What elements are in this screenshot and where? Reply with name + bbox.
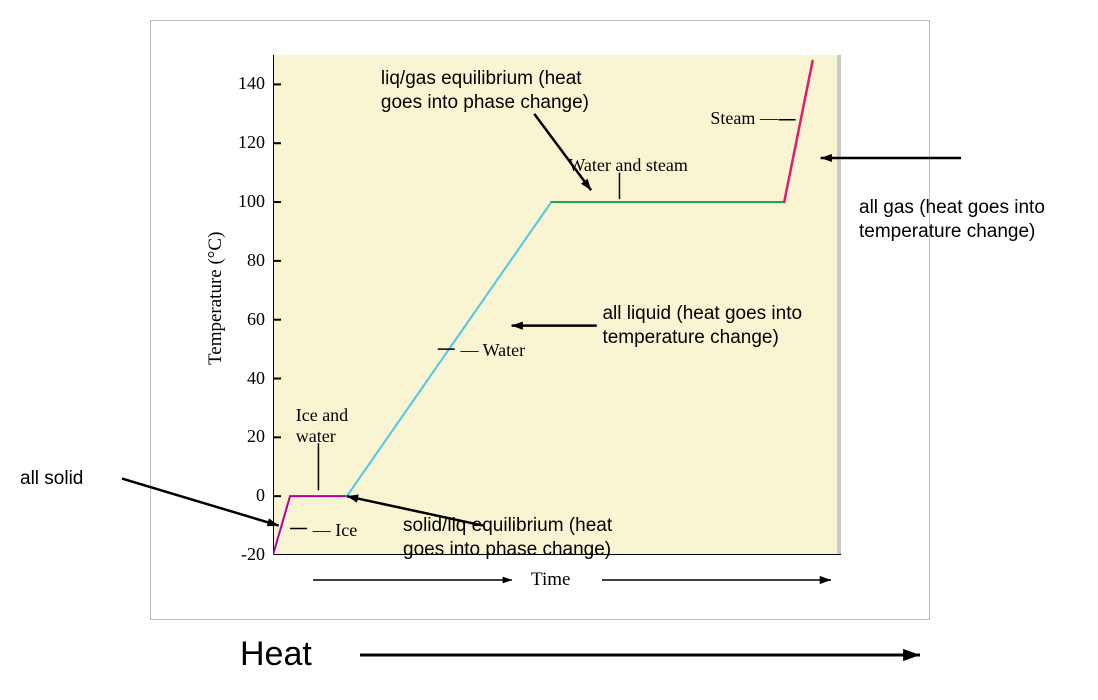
phase-label-water: — Water — [460, 340, 525, 361]
heat-axis-label: Heat — [240, 635, 312, 674]
phase-label-water-steam: Water and steam — [568, 155, 688, 176]
annotation-all-liquid: all liquid (heat goes into temperature c… — [602, 302, 802, 350]
annotation-liq-gas: liq/gas equilibrium (heat goes into phas… — [381, 67, 589, 115]
annotation-solid-liq: solid/liq equilibrium (heat goes into ph… — [403, 514, 612, 562]
phase-label-ice-water: Ice and water — [296, 405, 348, 447]
phase-label-steam: Steam — — [710, 108, 778, 129]
phase-label-ice: — Ice — [313, 520, 357, 541]
stage: -20020406080100120140 Temperature (°C) T… — [0, 0, 1098, 700]
annotation-all-solid: all solid — [20, 467, 83, 491]
x-axis-label: Time — [531, 569, 570, 591]
annotation-all-gas: all gas (heat goes into temperature chan… — [859, 196, 1045, 244]
